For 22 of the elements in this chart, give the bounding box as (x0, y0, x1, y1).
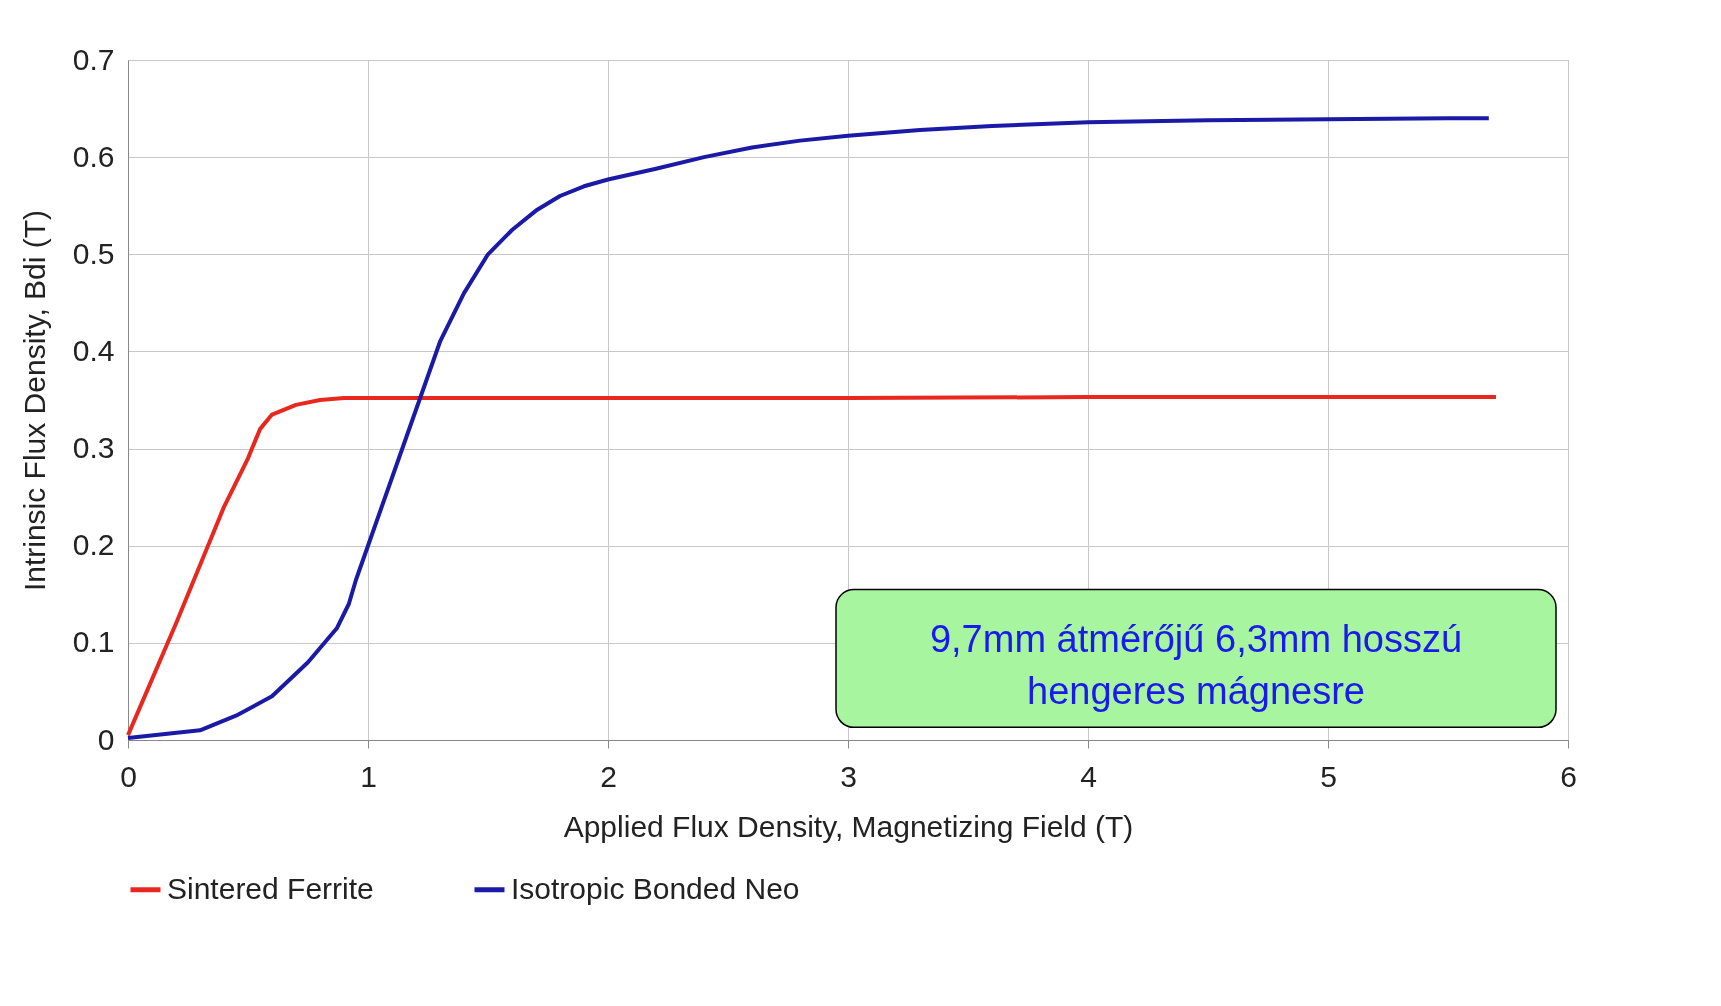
annotation: 9,7mm átmérőjű 6,3mm hosszú hengeres mágnesre (929, 617, 1463, 712)
y-tick-label: 0.1 (72, 625, 115, 659)
line-series (126, 116, 1491, 741)
x-tick-label: 2 (600, 759, 617, 793)
x-tick-label: 1 (360, 759, 377, 793)
y-tick-label: 0.5 (72, 236, 115, 270)
y-tick-label: 0.2 (72, 528, 115, 562)
line-series (126, 395, 1498, 738)
x-tick-label: 0 (120, 759, 137, 793)
y-tick-label: 0.3 (72, 431, 115, 465)
y-tick-label: 0.7 (72, 42, 115, 76)
y-tick-label: 0.4 (72, 333, 115, 367)
y-axis-title: Intrinsic Flux Density, Bdi (T) (17, 209, 51, 592)
x-axis-title: Applied Flux Density, Magnetizing Field (T) (563, 809, 1134, 843)
x-tick-label: 6 (1560, 759, 1577, 793)
x-tick-label: 3 (840, 759, 857, 793)
y-tick-label: 0 (97, 722, 115, 756)
legend-label: Isotropic Bonded Neo (511, 871, 800, 905)
y-tick-label: 0.6 (72, 139, 115, 173)
legend-label: Sintered Ferrite (167, 871, 374, 905)
x-tick-label: 4 (1080, 759, 1097, 793)
x-tick-label: 5 (1320, 759, 1337, 793)
